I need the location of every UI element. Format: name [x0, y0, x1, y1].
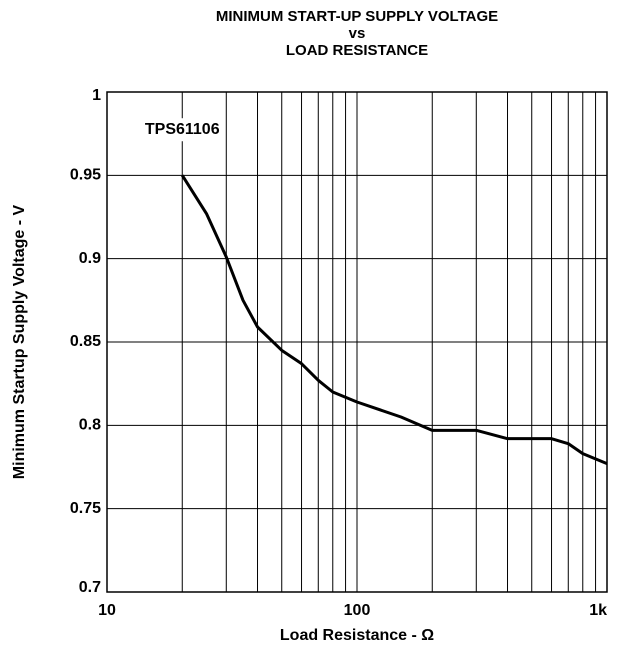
chart-title: vs: [349, 25, 366, 42]
y-tick-label: 0.8: [79, 417, 101, 434]
annotation-background: [140, 118, 224, 142]
chart-title: LOAD RESISTANCE: [286, 42, 428, 59]
y-tick-label: 0.95: [70, 167, 101, 184]
x-tick-label: 10: [98, 602, 116, 619]
line-series: [180, 174, 608, 466]
x-axis-label: Load Resistance - Ω: [280, 627, 434, 644]
chart-title: MINIMUM START-UP SUPPLY VOLTAGE: [216, 8, 498, 25]
y-tick-label: 0.75: [70, 500, 101, 517]
y-tick-label: 0.85: [70, 333, 101, 350]
plot-frame: [106, 91, 608, 593]
x-tick-label: 1k: [589, 602, 607, 619]
y-tick-label: 1: [92, 87, 101, 104]
annotation: TPS61106: [145, 121, 220, 138]
y-tick-label: 0.9: [79, 250, 101, 267]
y-axis-label: Minimum Startup Supply Voltage - V: [11, 204, 28, 479]
y-tick-label: 0.7: [79, 579, 101, 596]
x-tick-label: 100: [344, 602, 371, 619]
